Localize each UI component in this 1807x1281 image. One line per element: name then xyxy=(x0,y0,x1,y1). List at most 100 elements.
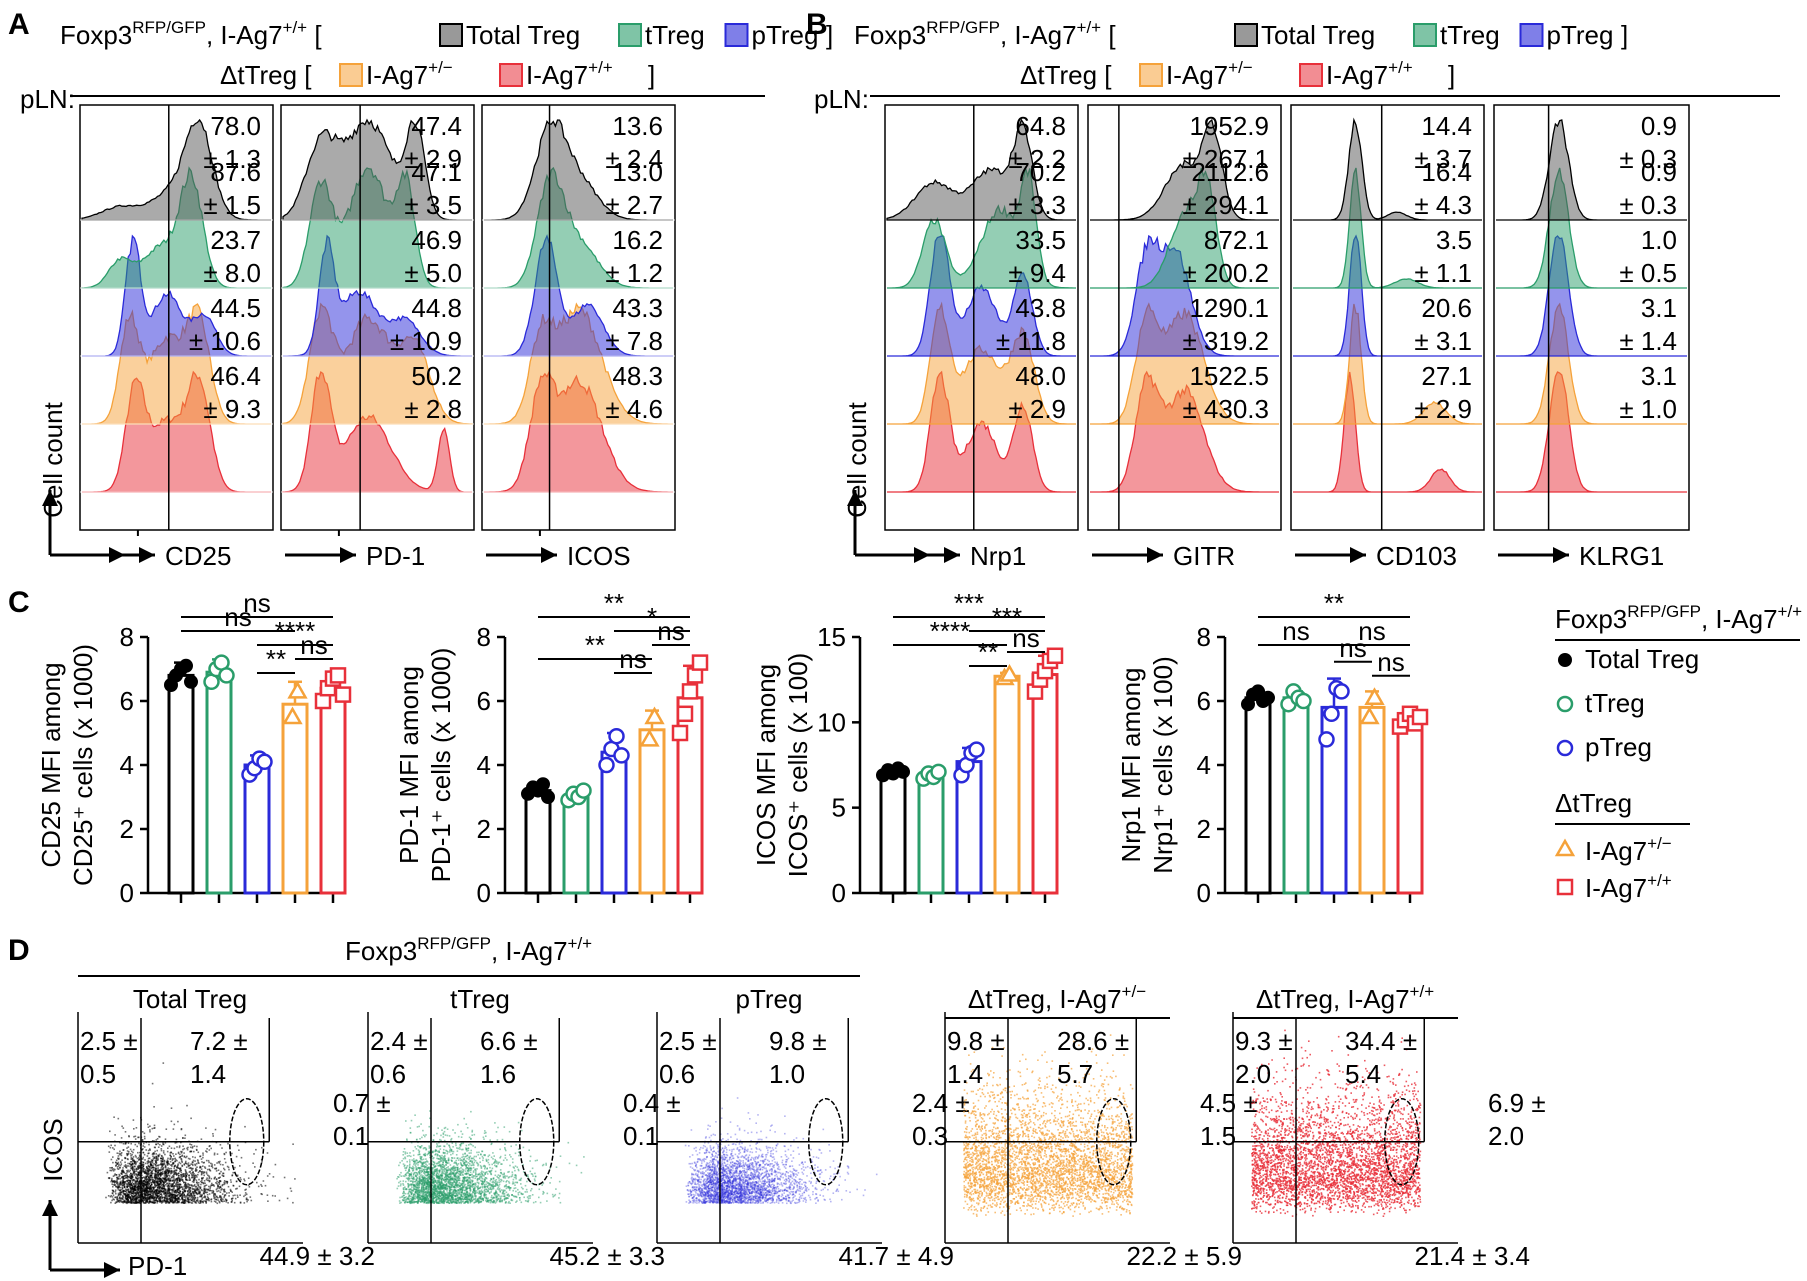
scatter-point xyxy=(174,1199,176,1202)
significance-label: ns xyxy=(619,644,646,674)
scatter-point xyxy=(198,1188,200,1191)
scatter-point xyxy=(171,1158,174,1160)
scatter-point xyxy=(146,1155,149,1157)
scatter-point xyxy=(130,1191,132,1193)
scatter-point xyxy=(112,1184,115,1186)
scatter-point xyxy=(119,1193,121,1195)
scatter-point xyxy=(130,1200,132,1202)
scatter-point xyxy=(151,1162,154,1164)
scatter-point xyxy=(135,1127,138,1129)
data-point xyxy=(1261,690,1275,705)
scatter-point xyxy=(124,1164,127,1166)
scatter-point xyxy=(216,1162,218,1164)
scatter-point xyxy=(162,1168,164,1171)
scatter-point xyxy=(266,1152,269,1154)
scatter-point xyxy=(169,1160,172,1163)
scatter-point xyxy=(249,1196,252,1198)
scatter-point xyxy=(145,1166,148,1168)
scatter-point xyxy=(146,1160,149,1163)
scatter-point xyxy=(198,1178,200,1181)
scatter-point xyxy=(134,1179,136,1182)
scatter-point xyxy=(111,1196,114,1198)
y-tick-label: 6 xyxy=(120,686,134,716)
scatter-point xyxy=(153,1187,155,1189)
scatter-point xyxy=(179,1190,181,1192)
scatter-point xyxy=(206,1193,209,1196)
scatter-point xyxy=(409,1180,412,1182)
scatter-point xyxy=(229,1188,232,1191)
scatter-point xyxy=(180,1177,183,1180)
scatter-point xyxy=(176,1181,178,1183)
scatter-point xyxy=(169,1172,172,1175)
scatter-point xyxy=(171,1159,174,1162)
scatter-point xyxy=(171,1175,174,1177)
scatter-point xyxy=(176,1195,178,1197)
scatter-point xyxy=(181,1195,184,1198)
scatter-point xyxy=(121,1171,124,1174)
scatter-point xyxy=(414,1180,417,1183)
scatter-point xyxy=(128,1135,130,1138)
scatter-point xyxy=(193,1177,196,1179)
legend-entry: Total Treg xyxy=(466,20,580,50)
scatter-point xyxy=(191,1196,194,1198)
scatter-point xyxy=(499,1180,502,1183)
scatter-point xyxy=(197,1184,199,1187)
dt-legend-swatch xyxy=(339,63,363,87)
scatter-point xyxy=(559,1201,562,1204)
scatter-point xyxy=(215,1167,218,1169)
scatter-point xyxy=(128,1200,130,1202)
label-part: +/+ xyxy=(568,934,593,953)
scatter-point xyxy=(404,1151,407,1153)
scatter-point xyxy=(489,1139,491,1141)
scatter-point xyxy=(447,1166,449,1168)
scatter-point xyxy=(114,1189,117,1191)
scatter-point xyxy=(167,1184,170,1186)
scatter-point xyxy=(125,1166,127,1168)
significance-label: ** xyxy=(1324,588,1344,618)
scatter-point xyxy=(134,1168,136,1170)
scatter-point xyxy=(223,1152,226,1155)
scatter-point xyxy=(184,1176,187,1179)
y-tick-label: 6 xyxy=(1197,686,1211,716)
scatter-point xyxy=(164,1175,167,1178)
scatter-point xyxy=(126,1158,129,1160)
scatter-point xyxy=(116,1196,119,1198)
scatter-point xyxy=(216,1153,219,1155)
scatter-point xyxy=(180,1152,183,1154)
gate-value: 0.7 ± xyxy=(333,1088,391,1118)
scatter-point xyxy=(213,1153,216,1156)
scatter-point xyxy=(120,1200,122,1202)
scatter-point xyxy=(195,1174,198,1177)
scatter-point xyxy=(190,1184,193,1186)
scatter-point xyxy=(144,1194,146,1196)
scatter-point xyxy=(148,1188,151,1191)
scatter-point xyxy=(154,1189,156,1192)
percent-sd: ± 3.7 xyxy=(1414,144,1472,174)
scatter-point xyxy=(136,1160,139,1163)
scatter-point xyxy=(116,1166,119,1168)
data-point xyxy=(644,706,665,725)
scatter-point xyxy=(131,1153,133,1156)
scatter-point xyxy=(132,1160,134,1162)
scatter-point xyxy=(168,1193,171,1196)
scatter-point xyxy=(112,1156,114,1158)
scatter-point xyxy=(204,1166,206,1168)
scatter-point xyxy=(187,1191,189,1193)
scatter-point xyxy=(181,1155,183,1157)
scatter-point xyxy=(199,1170,201,1172)
percent-mean: 3.5 xyxy=(1436,225,1472,255)
scatter-point xyxy=(114,1168,116,1171)
scatter-point xyxy=(447,1162,450,1164)
scatter-point xyxy=(146,1197,149,1200)
scatter-point xyxy=(239,1177,242,1179)
scatter-point xyxy=(262,1180,265,1182)
scatter-point xyxy=(141,1174,143,1177)
scatter-point xyxy=(110,1180,112,1183)
label-part: Foxp3 xyxy=(345,936,417,966)
scatter-point xyxy=(143,1142,145,1145)
dt-legend-entry: I-Ag7+/+ xyxy=(526,58,613,90)
scatter-point xyxy=(137,1194,140,1197)
scatter-point xyxy=(124,1131,127,1133)
scatter-point xyxy=(114,1196,117,1198)
scatter-point xyxy=(239,1165,241,1167)
